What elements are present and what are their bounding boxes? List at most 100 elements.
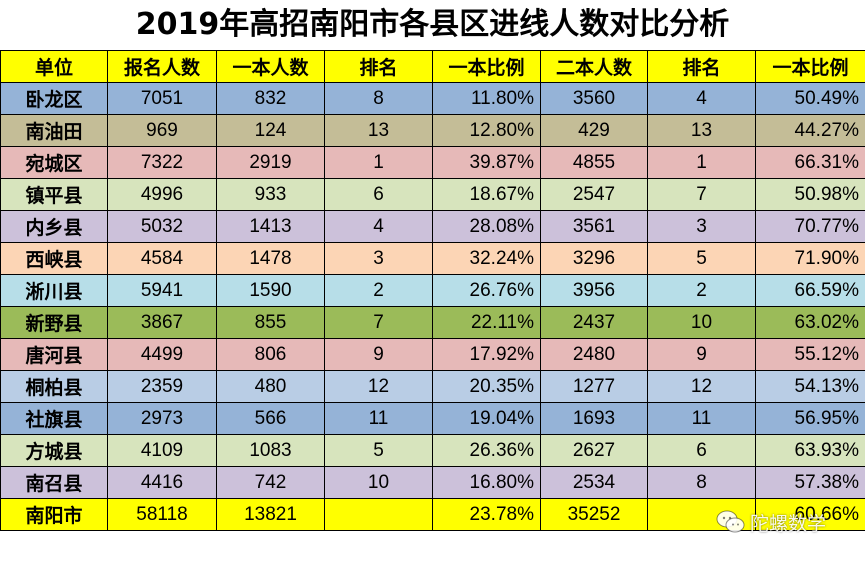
tier2-ratio-cell: 44.27% (755, 114, 865, 147)
tier1-count-cell: 1590 (216, 274, 325, 307)
unit-cell: 西峡县 (0, 242, 108, 275)
tier1-rank-cell: 5 (324, 434, 433, 467)
tier1-ratio-cell: 22.11% (432, 306, 541, 339)
tier1-ratio-cell: 26.76% (432, 274, 541, 307)
unit-cell: 新野县 (0, 306, 108, 339)
tier2-ratio-cell: 50.49% (755, 82, 865, 115)
tier2-count-cell: 1277 (540, 370, 648, 403)
registered-cell: 4996 (107, 178, 217, 211)
tier2-count-cell: 3560 (540, 82, 648, 115)
tier1-ratio-cell: 20.35% (432, 370, 541, 403)
tier1-count-cell: 1413 (216, 210, 325, 243)
registered-cell: 3867 (107, 306, 217, 339)
tier1-rank-cell: 7 (324, 306, 433, 339)
unit-cell: 唐河县 (0, 338, 108, 371)
tier2-rank-cell: 13 (647, 114, 756, 147)
tier1-ratio-cell: 11.80% (432, 82, 541, 115)
header-row: 单位 报名人数 一本人数 排名 一本比例 二本人数 排名 一本比例 (0, 50, 865, 83)
tier2-count-cell: 2437 (540, 306, 648, 339)
tier2-rank-cell: 12 (647, 370, 756, 403)
tier2-rank-cell: 10 (647, 306, 756, 339)
tier1-rank-cell: 4 (324, 210, 433, 243)
tier2-count-cell: 3296 (540, 242, 648, 275)
registered-cell: 4416 (107, 466, 217, 499)
tier1-rank-cell: 10 (324, 466, 433, 499)
tier2-ratio-cell: 54.13% (755, 370, 865, 403)
unit-cell: 方城县 (0, 434, 108, 467)
registered-cell: 2359 (107, 370, 217, 403)
tier2-rank-cell: 8 (647, 466, 756, 499)
tier1-count-cell: 124 (216, 114, 325, 147)
tier1-ratio-cell: 23.78% (432, 498, 541, 531)
tier1-ratio-cell: 18.67% (432, 178, 541, 211)
tier1-ratio-cell: 32.24% (432, 242, 541, 275)
unit-cell: 社旗县 (0, 402, 108, 435)
registered-cell: 58118 (107, 498, 217, 531)
tier2-rank-cell: 11 (647, 402, 756, 435)
tier1-count-cell: 933 (216, 178, 325, 211)
tier2-ratio-cell: 56.95% (755, 402, 865, 435)
unit-cell: 内乡县 (0, 210, 108, 243)
tier1-rank-cell: 2 (324, 274, 433, 307)
table-row: 宛城区 7322 2919 1 39.87% 4855 1 66.31% (0, 146, 865, 179)
header-tier1-ratio: 一本比例 (432, 50, 541, 83)
unit-cell: 宛城区 (0, 146, 108, 179)
tier2-ratio-cell: 50.98% (755, 178, 865, 211)
unit-cell: 南阳市 (0, 498, 108, 531)
unit-cell: 卧龙区 (0, 82, 108, 115)
registered-cell: 969 (107, 114, 217, 147)
tier1-count-cell: 832 (216, 82, 325, 115)
tier1-ratio-cell: 17.92% (432, 338, 541, 371)
tier2-rank-cell: 2 (647, 274, 756, 307)
header-registered: 报名人数 (107, 50, 217, 83)
unit-cell: 南油田 (0, 114, 108, 147)
unit-cell: 镇平县 (0, 178, 108, 211)
tier2-count-cell: 35252 (540, 498, 648, 531)
total-row: 南阳市 58118 13821 23.78% 35252 60.66% (0, 498, 865, 531)
tier1-count-cell: 742 (216, 466, 325, 499)
tier1-rank-cell: 8 (324, 82, 433, 115)
tier2-ratio-cell: 55.12% (755, 338, 865, 371)
tier2-rank-cell: 1 (647, 146, 756, 179)
tier2-rank-cell: 4 (647, 82, 756, 115)
tier1-rank-cell: 3 (324, 242, 433, 275)
tier1-count-cell: 2919 (216, 146, 325, 179)
table-row: 卧龙区 7051 832 8 11.80% 3560 4 50.49% (0, 82, 865, 115)
table-row: 新野县 3867 855 7 22.11% 2437 10 63.02% (0, 306, 865, 339)
tier1-ratio-cell: 19.04% (432, 402, 541, 435)
table-row: 桐柏县 2359 480 12 20.35% 1277 12 54.13% (0, 370, 865, 403)
registered-cell: 4109 (107, 434, 217, 467)
tier2-ratio-cell: 63.93% (755, 434, 865, 467)
table-row: 方城县 4109 1083 5 26.36% 2627 6 63.93% (0, 434, 865, 467)
table-row: 南油田 969 124 13 12.80% 429 13 44.27% (0, 114, 865, 147)
header-tier1-rank: 排名 (324, 50, 433, 83)
tier2-count-cell: 3561 (540, 210, 648, 243)
table-row: 内乡县 5032 1413 4 28.08% 3561 3 70.77% (0, 210, 865, 243)
tier1-ratio-cell: 26.36% (432, 434, 541, 467)
registered-cell: 2973 (107, 402, 217, 435)
tier2-rank-cell: 5 (647, 242, 756, 275)
tier1-rank-cell: 12 (324, 370, 433, 403)
tier2-ratio-cell: 71.90% (755, 242, 865, 275)
tier1-rank-cell: 9 (324, 338, 433, 371)
header-tier2-ratio: 一本比例 (755, 50, 865, 83)
tier2-count-cell: 4855 (540, 146, 648, 179)
tier1-ratio-cell: 16.80% (432, 466, 541, 499)
tier2-ratio-cell: 57.38% (755, 466, 865, 499)
tier1-count-cell: 855 (216, 306, 325, 339)
tier2-ratio-cell: 60.66% (755, 498, 865, 531)
tier1-count-cell: 480 (216, 370, 325, 403)
tier2-ratio-cell: 63.02% (755, 306, 865, 339)
tier1-count-cell: 566 (216, 402, 325, 435)
tier2-count-cell: 2480 (540, 338, 648, 371)
tier1-rank-cell: 13 (324, 114, 433, 147)
tier1-count-cell: 806 (216, 338, 325, 371)
table-row: 社旗县 2973 566 11 19.04% 1693 11 56.95% (0, 402, 865, 435)
tier2-ratio-cell: 70.77% (755, 210, 865, 243)
tier2-ratio-cell: 66.31% (755, 146, 865, 179)
header-tier1-count: 一本人数 (216, 50, 325, 83)
unit-cell: 桐柏县 (0, 370, 108, 403)
tier1-ratio-cell: 12.80% (432, 114, 541, 147)
header-tier2-rank: 排名 (647, 50, 756, 83)
tier2-rank-cell: 9 (647, 338, 756, 371)
